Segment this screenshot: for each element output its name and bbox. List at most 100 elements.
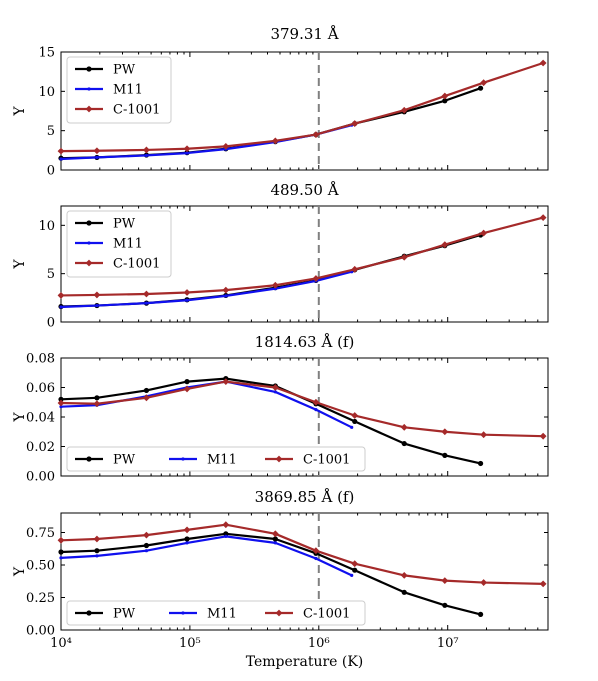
y-tick-label: 0.00 [26, 470, 55, 485]
legend-marker [181, 611, 185, 615]
panel-4: 3869.85 Å (f) Y 0.00 0.25 0.50 0.75 PW M11 C-100… [12, 488, 549, 639]
legend-marker [181, 457, 185, 461]
y-tick-label: 0.02 [26, 440, 55, 455]
data-point [185, 151, 189, 155]
data-point [94, 548, 100, 554]
data-point [93, 535, 101, 543]
series-line [60, 523, 544, 585]
legend-box [66, 600, 366, 626]
y-tick-label: 5 [47, 124, 55, 139]
data-point [273, 541, 277, 545]
series-m11 [59, 534, 354, 578]
data-point [143, 146, 150, 154]
axes-frame [60, 51, 549, 171]
data-point [271, 384, 279, 391]
data-point [183, 145, 191, 153]
y-tick-label: 0.00 [26, 624, 55, 639]
data-point [185, 298, 189, 302]
data-point [312, 275, 320, 282]
data-point [57, 399, 65, 407]
data-point [350, 573, 354, 578]
legend: PW M11 C-1001 [66, 600, 366, 626]
data-point [478, 460, 484, 467]
series-line [60, 270, 352, 309]
data-point [57, 147, 65, 155]
series-line [60, 61, 544, 153]
data-point [57, 536, 65, 544]
legend: PW M11 C-1001 [66, 446, 366, 472]
data-point [93, 400, 101, 408]
data-point [271, 281, 279, 289]
data-point [271, 137, 279, 145]
data-point [143, 387, 150, 394]
data-point [59, 556, 63, 560]
data-point [144, 153, 149, 158]
data-point [400, 572, 408, 579]
legend-label: M11 [207, 453, 237, 468]
data-point [223, 531, 229, 537]
data-point [272, 536, 278, 542]
legend-label: PW [113, 453, 136, 468]
axes-frame [60, 205, 549, 323]
x-tick-label: 10⁴ [50, 636, 72, 651]
y-tick-label: 0.25 [26, 591, 55, 606]
panel-title: 489.50 Å [270, 181, 338, 199]
legend-marker [86, 66, 92, 72]
data-point [539, 432, 547, 440]
data-point [480, 79, 488, 87]
series-c-1001 [57, 378, 547, 440]
legend-label: C-1001 [303, 453, 350, 468]
data-point [93, 147, 101, 155]
legend-box [66, 446, 366, 472]
data-point [480, 431, 488, 439]
legend-box [66, 56, 172, 124]
data-point [58, 396, 64, 402]
legend-label: M11 [113, 83, 143, 98]
data-point [351, 120, 359, 127]
data-point [351, 265, 359, 273]
data-point [95, 554, 99, 558]
data-point [59, 305, 63, 309]
data-point [350, 425, 354, 429]
legend-label: M11 [207, 607, 237, 622]
data-point [271, 530, 279, 538]
y-tick-label: 0 [47, 164, 55, 179]
data-point [314, 556, 318, 561]
data-point [95, 155, 99, 160]
series-pw [58, 531, 484, 618]
series-c-1001 [57, 214, 547, 299]
data-point [59, 405, 63, 409]
data-point [185, 541, 189, 545]
data-point [144, 549, 149, 553]
data-point [400, 106, 408, 114]
legend-marker [275, 455, 283, 463]
data-point [222, 521, 230, 529]
data-point [143, 290, 150, 298]
data-point [93, 291, 101, 299]
data-point [441, 577, 449, 584]
data-point [183, 385, 191, 393]
y-axis-label: Y [12, 259, 28, 270]
x-tick-label: 10⁷ [437, 636, 459, 651]
y-tick-label: 10 [38, 219, 55, 234]
y-axis-label: Y [12, 566, 28, 577]
data-point [143, 542, 150, 549]
data-point [59, 157, 63, 161]
data-point [442, 98, 448, 104]
data-point [401, 440, 407, 447]
data-point [480, 579, 488, 586]
data-point [222, 143, 230, 150]
data-point [401, 589, 407, 595]
panel-3: 1814.63 Å (f) Y 0.00 0.02 0.04 0.06 0.08 PW M11 C… [12, 333, 549, 485]
y-tick-label: 0.08 [26, 352, 55, 367]
data-point [222, 286, 230, 294]
y-tick-label: 0.04 [26, 411, 55, 426]
data-point [312, 398, 320, 406]
data-point [143, 394, 150, 402]
series-line [60, 216, 544, 297]
series-line [60, 124, 352, 161]
y-tick-label: 0 [47, 316, 55, 331]
series-c-1001 [57, 59, 547, 155]
y-tick-label: 0.06 [26, 381, 55, 396]
